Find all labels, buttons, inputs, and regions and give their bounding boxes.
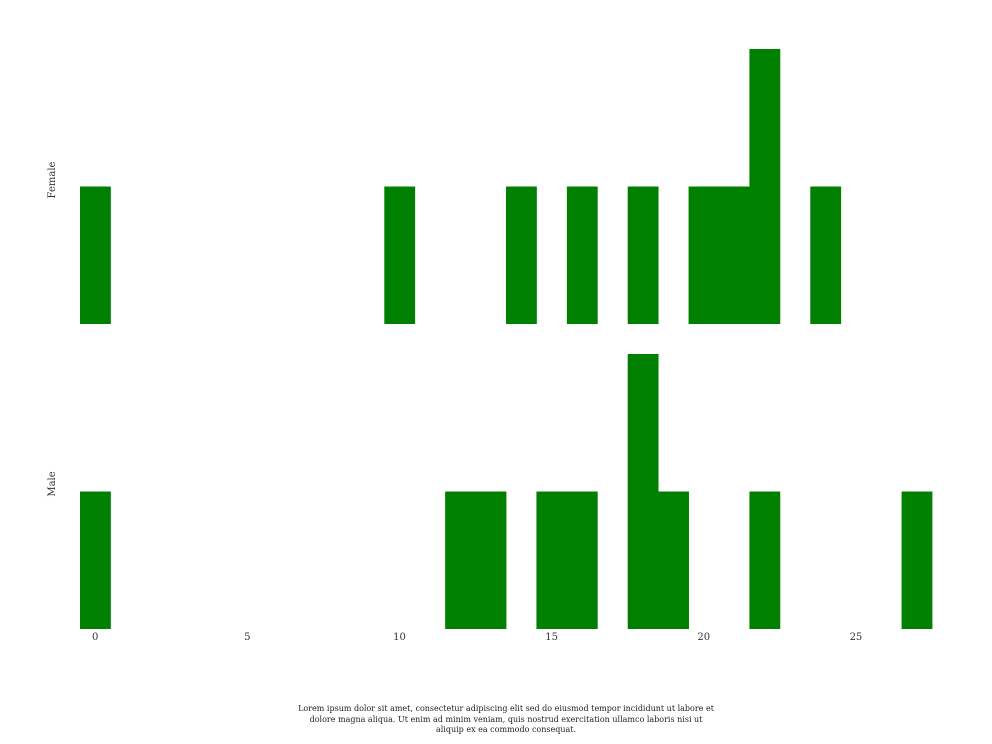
bar [445,491,476,629]
bar [749,491,781,629]
bar [384,186,416,324]
bar [536,491,568,629]
bar [719,186,750,324]
x-tick-label: 10 [393,632,406,643]
bar [627,186,659,324]
facet-panel-female [80,49,842,324]
bar [80,491,111,629]
bar [749,49,781,324]
x-tick-label: 20 [697,632,710,643]
x-tick-label: 5 [244,632,250,643]
facet-panel-male [80,354,933,629]
x-tick-label: 25 [850,632,863,643]
bar [506,186,537,324]
bar [566,491,598,629]
bar [80,186,111,324]
bar [627,354,659,629]
x-tick-label: 15 [545,632,558,643]
bar [688,186,720,324]
x-tick-label: 0 [92,632,98,643]
chart-caption: Lorem ipsum dolor sit amet, consectetur … [298,704,714,734]
facet-label: Male [47,471,58,496]
bar [658,491,689,629]
bar [810,186,842,324]
facet-label: Female [47,161,58,198]
bar [566,186,598,324]
bar [901,491,933,629]
bar [475,491,507,629]
